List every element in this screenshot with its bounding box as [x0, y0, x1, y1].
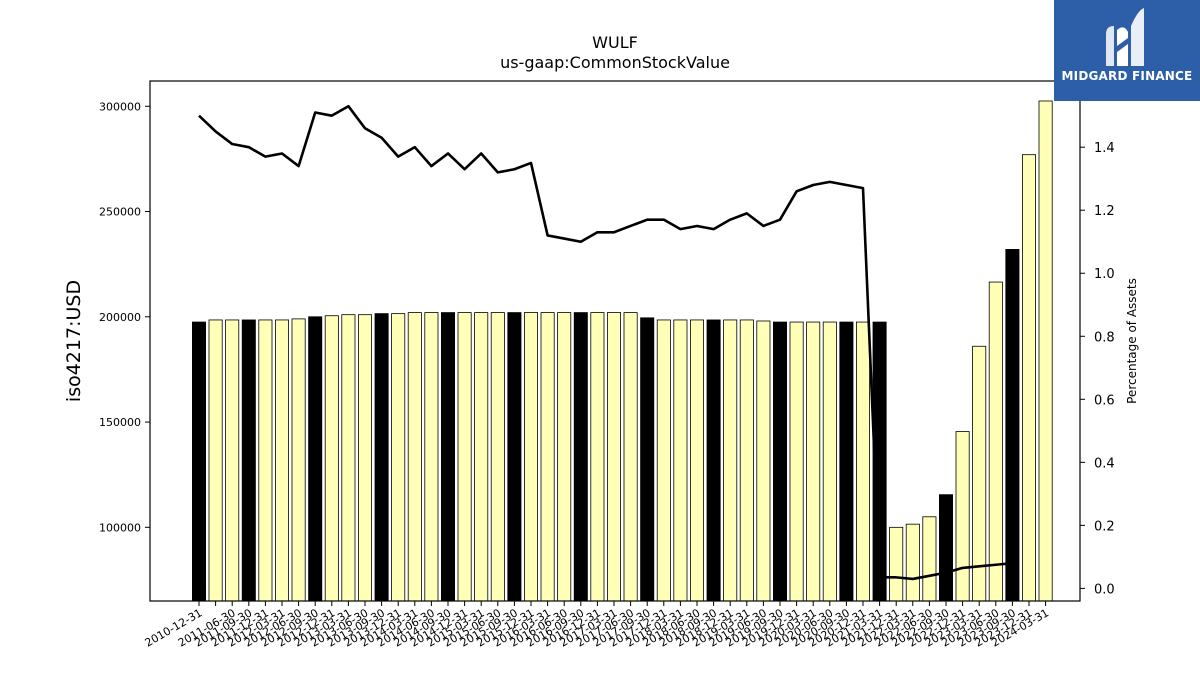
y-tick-label: 300000: [99, 100, 141, 113]
chart-subtitle: us-gaap:CommonStockValue: [500, 53, 730, 72]
bar: [374, 313, 389, 602]
bar: [889, 526, 904, 602]
bar: [739, 319, 754, 602]
bar: [407, 312, 422, 602]
y-axis: 100000 150000 200000 250000 300000: [99, 100, 150, 534]
y2-tick-label: 1.0: [1094, 267, 1115, 282]
bar: [988, 281, 1003, 602]
bar: [524, 312, 539, 602]
bar: [391, 313, 406, 602]
y2-tick-label: 1.4: [1094, 141, 1115, 156]
bar: [706, 319, 721, 602]
percentage-line-series: [198, 104, 1013, 581]
bar: [955, 431, 970, 602]
bar: [640, 317, 655, 602]
bar: [507, 312, 522, 602]
y-tick-label: 250000: [99, 206, 141, 219]
bar: [291, 318, 306, 602]
bar: [789, 321, 804, 602]
y2-tick-label: 1.2: [1094, 204, 1115, 219]
bar: [656, 319, 671, 602]
bar: [474, 312, 489, 602]
bar: [773, 321, 788, 602]
chart-title: WULF: [592, 33, 638, 52]
y2-axis-label: Percentage of Assets: [1125, 278, 1139, 404]
logo-text: MIDGARD FINANCE: [1061, 69, 1193, 83]
y-tick-label: 150000: [99, 416, 141, 429]
y-axis-label: iso4217:USD: [63, 280, 85, 402]
y2-tick-label: 0.4: [1094, 456, 1115, 471]
bar: [557, 312, 572, 602]
bar-series: [191, 100, 1053, 602]
bar: [241, 319, 256, 602]
bar: [357, 314, 372, 602]
bar: [1038, 100, 1053, 602]
bar: [839, 321, 854, 602]
bar: [208, 319, 223, 602]
y2-tick-label: 0.6: [1094, 393, 1115, 408]
bar: [856, 321, 871, 602]
bar: [424, 312, 439, 602]
y2-tick-label: 0.2: [1094, 519, 1115, 534]
bar: [972, 345, 987, 602]
bar: [623, 312, 638, 602]
x-axis: 2010-12-312011-06-302011-09-302011-12-31…: [143, 601, 1051, 650]
y2-tick-label: 0.0: [1094, 582, 1115, 597]
bar: [607, 312, 622, 602]
y2-axis: 0.0 0.2 0.4 0.6 0.8 1.0 1.2 1.4: [1080, 141, 1115, 597]
bar: [939, 494, 954, 602]
bar: [922, 516, 937, 602]
bar: [590, 312, 605, 602]
bar: [274, 319, 289, 602]
bar: [573, 312, 588, 602]
bar: [822, 321, 837, 602]
logo-mark-icon: [1106, 8, 1144, 66]
bar: [1005, 249, 1020, 602]
bar: [1022, 154, 1037, 602]
bar: [341, 314, 356, 602]
bar: [723, 319, 738, 602]
y-tick-label: 100000: [99, 521, 141, 534]
plot-area-frame: [149, 80, 1081, 602]
bar: [690, 319, 705, 602]
y-tick-label: 200000: [99, 311, 141, 324]
bar: [225, 319, 240, 602]
bar: [490, 312, 505, 602]
bar: [673, 319, 688, 602]
bar: [440, 312, 455, 602]
percentage-line: [198, 104, 1013, 581]
midgard-finance-logo: MIDGARD FINANCE: [1054, 0, 1200, 101]
bar: [540, 312, 555, 602]
bar: [258, 319, 273, 602]
bar: [806, 321, 821, 602]
bar: [191, 321, 206, 602]
y2-tick-label: 0.8: [1094, 330, 1115, 345]
bar: [308, 316, 323, 602]
bar: [324, 315, 339, 602]
bar: [756, 320, 771, 602]
bar: [457, 312, 472, 602]
bar: [905, 523, 920, 602]
